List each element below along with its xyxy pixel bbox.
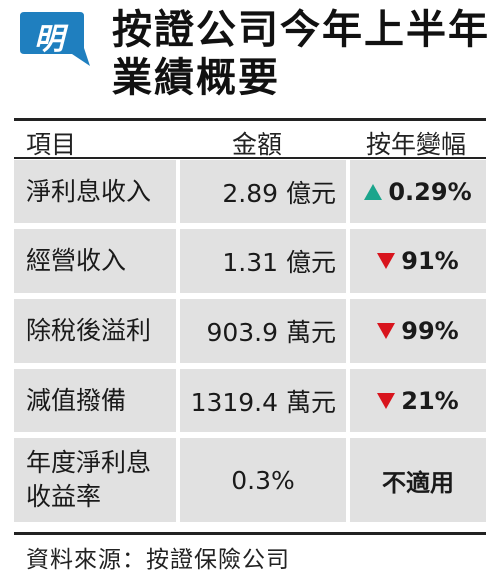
down-triangle-icon — [377, 253, 396, 269]
table-row: 除稅後溢利 903.9 萬元 99% — [14, 299, 486, 363]
row-item: 淨利息收入 — [14, 160, 176, 223]
page-title: 按證公司今年上半年 業績概要 — [112, 6, 492, 102]
row-change-value: 91% — [401, 247, 459, 275]
row-item: 年度淨利息 收益率 — [14, 438, 176, 522]
row-amount: 0.3% — [180, 438, 346, 522]
table-top-rule — [14, 118, 486, 121]
header-item: 項目 — [26, 130, 77, 159]
logo-character: 明 — [34, 22, 64, 57]
row-item: 除稅後溢利 — [14, 299, 176, 363]
row-change-value: 0.29% — [388, 177, 472, 206]
table-row: 年度淨利息 收益率 0.3% 不適用 — [14, 438, 486, 522]
source-note: 資料來源：按證保險公司 — [26, 547, 290, 573]
results-table: 淨利息收入 2.89 億元 0.29% 經營收入 1.31 億元 91% 除稅後… — [14, 160, 486, 522]
table-header: 項目 金額 按年變幅 — [14, 121, 486, 159]
row-amount: 1.31 億元 — [180, 229, 346, 293]
row-change-value: 99% — [401, 317, 459, 345]
table-row: 經營收入 1.31 億元 91% — [14, 229, 486, 293]
row-change: 0.29% — [350, 160, 486, 223]
row-item: 經營收入 — [14, 229, 176, 293]
table-row: 淨利息收入 2.89 億元 0.29% — [14, 160, 486, 223]
down-triangle-icon — [377, 392, 396, 409]
row-change-value: 21% — [401, 386, 459, 415]
up-triangle-icon — [364, 183, 383, 200]
row-amount: 903.9 萬元 — [180, 299, 346, 363]
row-amount: 2.89 億元 — [180, 160, 346, 223]
header-change: 按年變幅 — [366, 130, 467, 159]
row-change: 99% — [350, 299, 486, 363]
row-change: 91% — [350, 229, 486, 293]
table-header-rule — [14, 157, 486, 159]
title-line-1: 按證公司今年上半年 — [112, 7, 490, 53]
row-item: 減值撥備 — [14, 369, 176, 432]
down-triangle-icon — [377, 323, 396, 339]
title-line-2: 業績概要 — [112, 55, 280, 101]
table-row: 減值撥備 1319.4 萬元 21% — [14, 369, 486, 432]
table-bottom-rule — [14, 532, 486, 535]
header-amount: 金額 — [232, 130, 283, 159]
row-item-line-2: 收益率 — [26, 482, 102, 511]
row-item-line-1: 年度淨利息 — [26, 448, 152, 477]
logo-badge-shape — [20, 12, 90, 66]
row-change: 不適用 — [350, 438, 486, 522]
row-amount: 1319.4 萬元 — [180, 369, 346, 432]
ming-pao-logo: 明 — [18, 8, 90, 68]
row-change: 21% — [350, 369, 486, 432]
